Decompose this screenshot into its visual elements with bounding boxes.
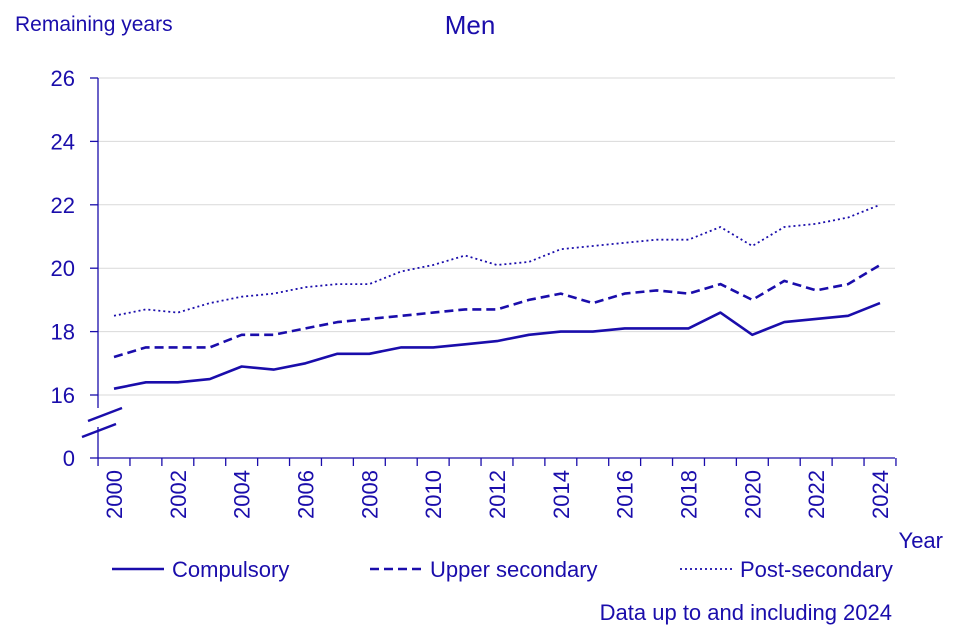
x-tick-label-2022: 2022 (804, 470, 829, 519)
x-tick-label-2000: 2000 (102, 470, 127, 519)
series-line-compulsory (113, 301, 881, 390)
x-tick-label-2020: 2020 (740, 470, 765, 519)
x-tick-label-2024: 2024 (868, 470, 893, 519)
y-tick-label-26: 26 (51, 66, 75, 91)
x-axis-label: Year (899, 528, 943, 553)
legend-label-0: Compulsory (172, 557, 289, 582)
x-tick-labels: 2000 2002 2004 2006 2008 2010 2012 2014 2016 2018… (102, 470, 893, 519)
x-tick-label-2014: 2014 (549, 470, 574, 519)
x-tick-label-2012: 2012 (485, 470, 510, 519)
y-tick-label-0: 0 (63, 446, 75, 471)
y-tick-labels: 0 16 18 20 22 24 26 (51, 66, 75, 471)
legend-label-1: Upper secondary (430, 557, 598, 582)
series-line-post-secondary (113, 203, 881, 317)
grid-lines (98, 77, 895, 396)
y-tick-label-20: 20 (51, 256, 75, 281)
x-tick-label-2018: 2018 (677, 470, 702, 519)
axis-break-mark (81, 422, 117, 439)
footnote: Data up to and including 2024 (600, 600, 892, 625)
y-tick-label-16: 16 (51, 383, 75, 408)
axis-break-mark (87, 406, 123, 423)
y-tick-label-18: 18 (51, 320, 75, 345)
x-tick-label-2008: 2008 (357, 470, 382, 519)
legend: Compulsory Upper secondary Post-secondary (112, 557, 893, 582)
x-tick-label-2010: 2010 (421, 470, 446, 519)
x-tick-label-2004: 2004 (230, 470, 255, 519)
y-tick-label-22: 22 (51, 193, 75, 218)
series-line-upper-secondary (113, 263, 881, 359)
y-tick-label-24: 24 (51, 129, 75, 154)
axes (81, 77, 897, 466)
chart-title: Men (445, 10, 496, 40)
series-lines (113, 203, 881, 390)
legend-label-2: Post-secondary (740, 557, 893, 582)
x-tick-label-2016: 2016 (613, 470, 638, 519)
x-tick-label-2006: 2006 (294, 470, 319, 519)
x-tick-label-2002: 2002 (166, 470, 191, 519)
y-axis-label: Remaining years (15, 13, 173, 36)
